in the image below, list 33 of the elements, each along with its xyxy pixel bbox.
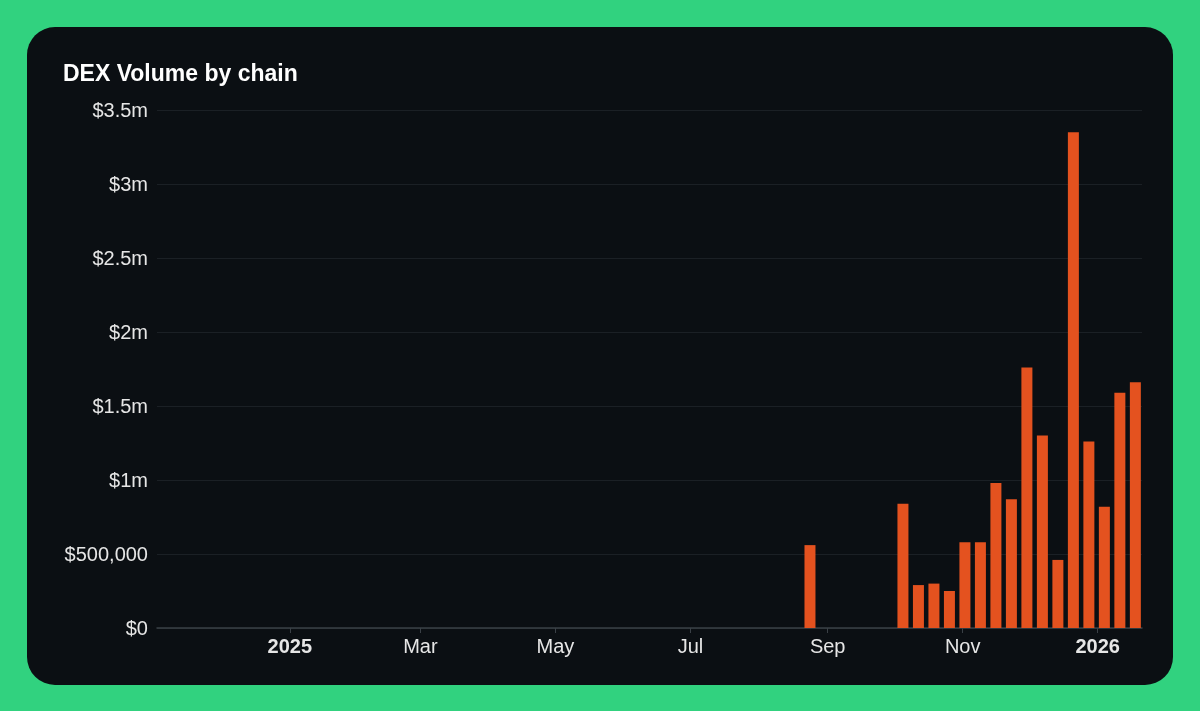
bar: [1067, 132, 1079, 628]
bar: [912, 585, 924, 628]
bar: [1021, 367, 1033, 628]
bar: [897, 503, 909, 628]
chart-title: DEX Volume by chain: [63, 59, 298, 86]
bar: [943, 591, 955, 628]
bar: [1129, 382, 1141, 628]
y-tick-label: $1m: [109, 469, 148, 491]
y-tick-label: $0: [125, 617, 148, 639]
bar: [1114, 392, 1126, 628]
bar: [1036, 435, 1048, 628]
y-tick-label: $2.5m: [92, 247, 148, 269]
x-tick-label: Sep: [809, 635, 846, 657]
bar: [1083, 441, 1095, 628]
bar: [959, 542, 971, 628]
x-tick-label: Mar: [403, 635, 438, 657]
y-tick-label: $1.5m: [92, 395, 148, 417]
bar: [1005, 499, 1017, 628]
y-tick-label: $500,000: [64, 543, 148, 565]
bar: [974, 542, 986, 628]
x-tick-label: 2025: [267, 635, 313, 657]
y-tick-label: $3m: [109, 173, 148, 195]
x-tick-label: 2026: [1075, 635, 1120, 657]
bar: [1052, 559, 1064, 628]
bar: [990, 482, 1002, 628]
x-tick-label: May: [536, 635, 575, 657]
bar: [1098, 506, 1110, 628]
bar: [804, 545, 816, 628]
x-tick-label: Jul: [677, 635, 704, 657]
y-tick-label: $2m: [109, 321, 148, 343]
x-tick-label: Nov: [944, 635, 981, 657]
y-tick-label: $3.5m: [92, 99, 148, 121]
bar: [928, 583, 940, 628]
